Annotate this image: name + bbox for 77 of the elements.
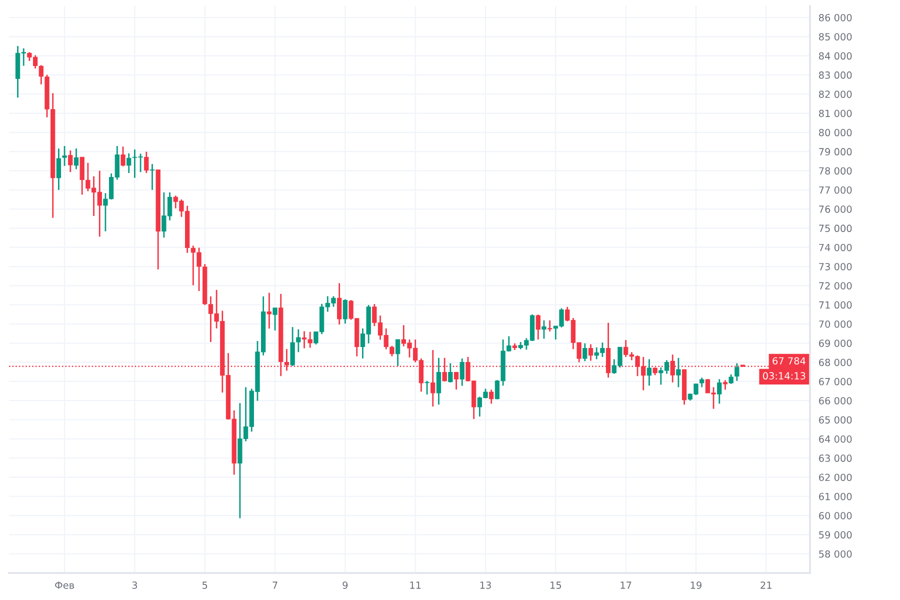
y-tick-label: 73 000	[819, 262, 852, 270]
candlestick	[489, 388, 494, 404]
ref-line-label: 67 784	[772, 357, 806, 365]
y-tick-label: 65 000	[819, 416, 852, 424]
x-tick-label: 13	[480, 582, 491, 589]
candlestick	[722, 379, 728, 390]
x-tick-label: 7	[272, 582, 278, 589]
candlestick	[395, 338, 400, 367]
y-tick-label: 84 000	[818, 52, 852, 60]
candlestick	[454, 371, 459, 390]
y-tick-label: 58 000	[819, 550, 852, 558]
candlestick	[150, 163, 155, 191]
candlestick	[80, 156, 84, 196]
candlestick	[120, 146, 126, 168]
candlestick	[62, 145, 67, 167]
y-tick-label: 78 000	[819, 167, 852, 175]
y-tick-label: 61 000	[819, 492, 852, 500]
candlestick	[390, 345, 394, 358]
candlestick	[56, 148, 62, 191]
y-tick-label: 62 000	[819, 474, 852, 482]
candlestick	[728, 374, 734, 385]
y-tick-label: 77 000	[819, 186, 852, 194]
candlestick	[542, 320, 546, 340]
y-tick-label: 76 000	[819, 206, 852, 213]
y-tick-label: 85 000	[818, 33, 852, 40]
candlestick	[342, 298, 348, 324]
y-tick-label: 80 000	[818, 128, 852, 136]
y-tick-label: 68 000	[819, 358, 852, 366]
x-tick-label: 21	[760, 582, 772, 589]
candlestick	[582, 342, 588, 362]
candlestick	[436, 357, 442, 406]
candlestick	[68, 150, 73, 173]
x-tick-label: 15	[550, 582, 562, 589]
candlestick	[424, 380, 430, 396]
x-tick-label: 5	[202, 582, 208, 589]
candlestick	[646, 358, 652, 386]
candlestick	[38, 64, 44, 86]
y-tick-label: 81 000	[818, 110, 852, 118]
candlestick	[700, 376, 704, 388]
y-tick-label: 71 000	[819, 301, 852, 309]
y-tick-label: 75 000	[819, 224, 852, 232]
y-tick-label: 79 000	[819, 148, 852, 156]
candlestick	[126, 152, 132, 174]
candlestick	[460, 358, 464, 387]
y-tick-label: 60 000	[819, 512, 852, 520]
y-tick-label: 70 000	[819, 320, 852, 328]
x-tick-label: 3	[132, 582, 138, 589]
candlestick	[536, 314, 540, 340]
y-tick-label: 59 000	[819, 531, 852, 539]
candlestick	[266, 292, 272, 330]
candlestick	[734, 362, 740, 382]
candlestick	[144, 151, 149, 174]
x-tick-label: Фев	[55, 582, 74, 589]
candlestick	[717, 378, 722, 404]
candlestick	[448, 362, 453, 384]
y-tick-label: 67 000	[819, 378, 852, 386]
candlestick	[103, 192, 108, 232]
candlestick	[547, 320, 552, 332]
y-tick-label: 74 000	[819, 244, 852, 252]
x-tick-label: 19	[690, 582, 702, 589]
annotation: 03:14:13	[762, 372, 806, 380]
candlestick	[676, 357, 681, 388]
x-tick-label: 9	[342, 582, 348, 589]
y-tick-label: 66 000	[819, 397, 852, 404]
x-tick-label: 17	[620, 582, 632, 589]
y-tick-label: 64 000	[819, 435, 852, 443]
y-tick-label: 86 000	[818, 14, 852, 22]
candlestick	[272, 307, 278, 332]
y-tick-label: 82 000	[818, 90, 852, 98]
candlestick	[74, 148, 79, 170]
candlestick	[588, 344, 594, 362]
y-tick-label: 72 000	[819, 282, 852, 290]
y-tick-label: 63 000	[819, 454, 852, 462]
x-tick-label: 11	[410, 582, 421, 589]
y-tick-label: 69 000	[819, 340, 852, 347]
candlestick	[337, 282, 342, 326]
y-tick-label: 83 000	[818, 71, 852, 79]
